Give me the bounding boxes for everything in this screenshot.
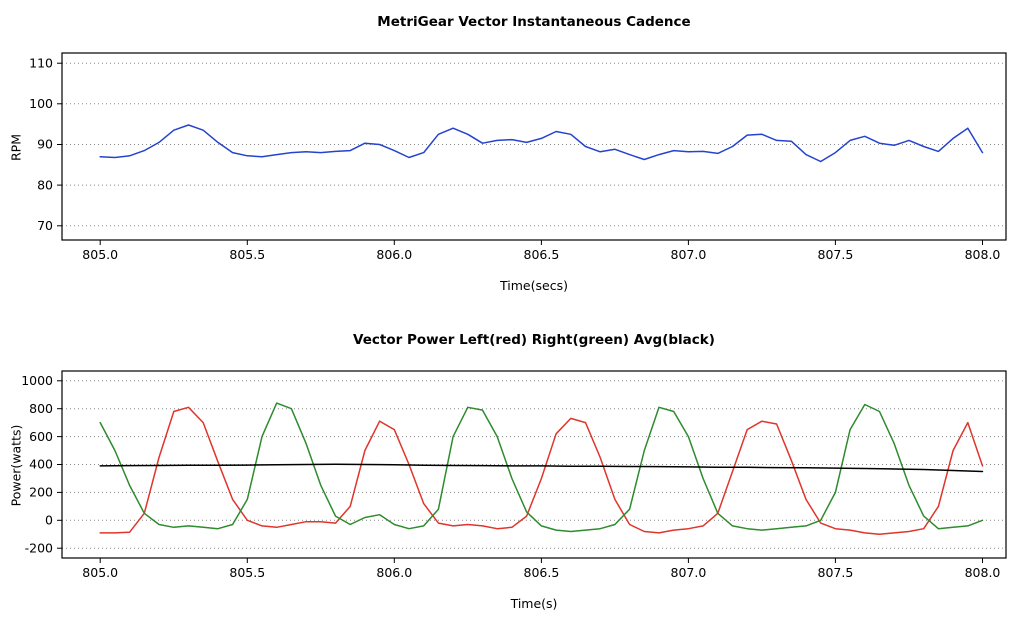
svg-text:90: 90 [37, 137, 53, 152]
power-chart-title: Vector Power Left(red) Right(green) Avg(… [353, 332, 715, 348]
cadence-chart-title: MetriGear Vector Instantaneous Cadence [377, 14, 691, 30]
svg-text:805.0: 805.0 [82, 247, 118, 262]
svg-text:100: 100 [29, 96, 53, 111]
svg-text:1000: 1000 [21, 373, 53, 388]
svg-text:806.0: 806.0 [376, 565, 412, 580]
svg-text:807.0: 807.0 [671, 247, 707, 262]
cadence-plot-area: 805.0 805.5 806.0 806.5 807.0 807.5 808.0 70 80 9… [29, 52, 1007, 262]
power-x-axis-label: Time(s) [510, 596, 558, 611]
svg-text:70: 70 [37, 218, 53, 233]
svg-text:200: 200 [29, 485, 53, 500]
svg-text:805.5: 805.5 [229, 565, 265, 580]
svg-text:806.5: 806.5 [524, 565, 560, 580]
svg-text:80: 80 [37, 177, 53, 192]
svg-text:807.5: 807.5 [818, 565, 854, 580]
svg-text:805.5: 805.5 [229, 247, 265, 262]
svg-text:0: 0 [45, 513, 53, 528]
svg-text:807.0: 807.0 [671, 565, 707, 580]
svg-text:808.0: 808.0 [965, 565, 1001, 580]
svg-text:806.5: 806.5 [524, 247, 560, 262]
svg-text:807.5: 807.5 [818, 247, 854, 262]
cadence-x-axis-label: Time(secs) [500, 278, 568, 293]
power-plot-area: 805.0 805.5 806.0 806.5 807.0 807.5 808.0 -200 0… [21, 370, 1007, 580]
svg-text:808.0: 808.0 [965, 247, 1001, 262]
svg-text:600: 600 [29, 429, 53, 444]
svg-text:806.0: 806.0 [376, 247, 412, 262]
svg-text:805.0: 805.0 [82, 565, 118, 580]
svg-text:110: 110 [29, 55, 53, 70]
svg-text:-200: -200 [25, 540, 53, 555]
svg-text:400: 400 [29, 457, 53, 472]
svg-text:800: 800 [29, 401, 53, 416]
